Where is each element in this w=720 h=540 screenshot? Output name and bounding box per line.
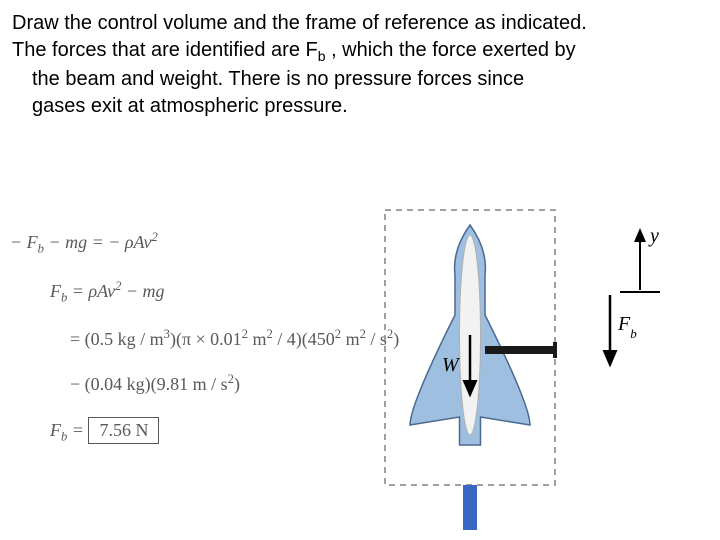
eq2-tail: − mg — [121, 281, 164, 301]
eq1-sup: 2 — [152, 230, 158, 244]
eq3-d: / 4)(450 — [273, 329, 335, 349]
eq2-eq: = ρAv — [67, 281, 115, 301]
equation-1: − Fb − mg = − ρAv2 — [10, 230, 370, 257]
svg-text:y: y — [648, 225, 659, 247]
eq3-c: m — [248, 329, 267, 349]
eq1-lhs-b: − mg = — [44, 232, 108, 252]
eq1-lhs-a: − F — [10, 232, 38, 252]
equation-block: − Fb − mg = − ρAv2 Fb = ρAv2 − mg = (0.5… — [10, 230, 370, 467]
eq3-a: = (0.5 kg / m — [70, 329, 164, 349]
eq3-e: m — [341, 329, 360, 349]
text-line-4: gases exit at atmospheric pressure. — [12, 93, 708, 120]
equation-3: = (0.5 kg / m3)(π × 0.012 m2 / 4)(4502 m… — [10, 327, 370, 350]
equation-2: Fb = ρAv2 − mg — [10, 279, 370, 306]
rocket-diagram: W Fb y — [375, 200, 665, 530]
eq5-lhs: F — [50, 420, 61, 440]
eq4-a: − (0.04 kg)(9.81 m / s — [70, 374, 228, 394]
svg-text:W: W — [442, 354, 461, 376]
eq5-boxed-answer: 7.56 N — [88, 417, 159, 444]
text-line-2a: The forces that are identified are F — [12, 39, 318, 61]
instruction-text: Draw the control volume and the frame of… — [12, 10, 708, 120]
text-line-2-sub: b — [318, 48, 326, 64]
eq4-b: ) — [234, 374, 240, 394]
equation-4: − (0.04 kg)(9.81 m / s2) — [10, 372, 370, 395]
svg-text:Fb: Fb — [617, 313, 637, 341]
eq1-rhs: − ρAv — [108, 232, 151, 252]
diagram-svg: W Fb y — [375, 200, 665, 530]
text-line-1: Draw the control volume and the frame of… — [12, 10, 708, 37]
eq5-eq: = — [67, 420, 88, 440]
text-line-3: the beam and weight. There is no pressur… — [12, 66, 708, 93]
eq2-lhs: F — [50, 281, 61, 301]
text-line-2b: , which the force exerted by — [326, 39, 576, 61]
equation-5: Fb = 7.56 N — [10, 417, 370, 445]
text-line-2: The forces that are identified are Fb , … — [12, 37, 708, 66]
eq3-b: )(π × 0.01 — [170, 329, 242, 349]
